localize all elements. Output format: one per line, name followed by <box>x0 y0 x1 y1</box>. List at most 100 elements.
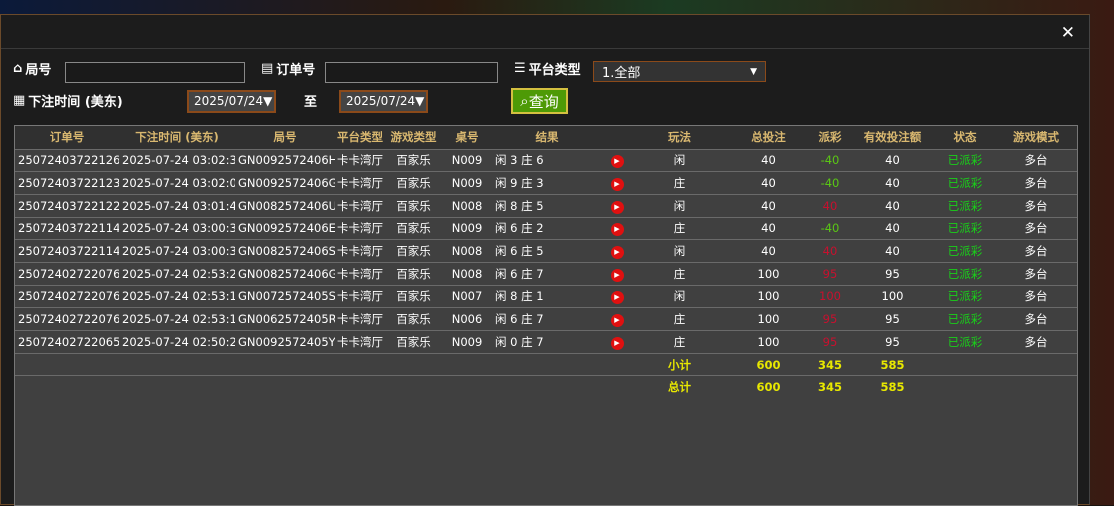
result-cell: 闲 6 庄 7 <box>492 307 602 331</box>
order-no-cell: 250724037221264 <box>15 148 119 172</box>
replay-cell[interactable]: ▶ <box>602 284 632 308</box>
close-icon[interactable]: ✕ <box>1060 23 1075 43</box>
total-bet-cell: 40 <box>727 193 810 218</box>
date-from-select[interactable]: 2025/07/24▼ <box>187 90 276 113</box>
status-cell: 已派彩 <box>935 284 995 308</box>
order-no-cell: 250724027220763 <box>15 284 119 308</box>
play-video-icon[interactable]: ▶ <box>610 155 624 169</box>
table-no-cell: N009 <box>442 216 492 240</box>
summary-cell <box>385 375 442 399</box>
valid-bet-cell: 95 <box>850 307 935 331</box>
column-header: 下注时间 (美东) <box>119 126 235 149</box>
dialog-header: ✕ <box>1 15 1089 49</box>
game-mode-cell: 多台 <box>995 193 1077 218</box>
status-cell: 已派彩 <box>935 193 995 218</box>
game-no-input[interactable] <box>65 62 245 83</box>
summary-cell <box>15 352 119 376</box>
table-row: 250724037221141 2025-07-24 03:00:31 GN0082… <box>15 239 1077 263</box>
game-no-cell: GN0092572406G <box>235 171 335 195</box>
platform-cell: 卡卡湾厅 <box>335 261 385 286</box>
bet-time-cell: 2025-07-24 02:53:16 <box>119 307 235 331</box>
platform-cell: 卡卡湾厅 <box>335 239 385 263</box>
result-cell: 闲 0 庄 7 <box>492 330 602 354</box>
table-row: 250724037221264 2025-07-24 03:02:39 GN0092… <box>15 148 1077 172</box>
game-type-cell: 百家乐 <box>385 261 442 286</box>
payout-cell: 95 <box>810 261 850 286</box>
game-no-cell: GN0092572406H <box>235 148 335 172</box>
platform-select[interactable]: 1.全部 ▼ <box>593 61 766 82</box>
play-type-cell: 庄 <box>632 307 727 331</box>
valid-bet-cell: 40 <box>850 239 935 263</box>
play-video-icon[interactable]: ▶ <box>610 291 624 305</box>
platform-cell: 卡卡湾厅 <box>335 307 385 331</box>
summary-cell <box>995 375 1077 399</box>
game-type-cell: 百家乐 <box>385 171 442 195</box>
game-no-cell: GN0082572406U <box>235 193 335 218</box>
game-type-cell: 百家乐 <box>385 239 442 263</box>
payout-cell: -40 <box>810 171 850 195</box>
summary-cell: 585 <box>850 352 935 376</box>
play-video-icon[interactable]: ▶ <box>610 178 624 192</box>
bet-record-dialog: ✕ ⌂ 局号 ▤ 订单号 ☰ 平台类型 1.全部 ▼ ▦ 下注时间 (美东) 2025/0… <box>0 14 1090 506</box>
table-no-cell: N008 <box>442 261 492 286</box>
query-button[interactable]: ⌕ 查询 <box>511 88 568 114</box>
order-no-input[interactable] <box>325 62 498 83</box>
play-type-cell: 庄 <box>632 330 727 354</box>
play-video-icon[interactable]: ▶ <box>610 246 624 260</box>
column-header: 订单号 <box>15 126 119 149</box>
order-no-label: ▤ 订单号 <box>261 61 316 78</box>
replay-cell[interactable]: ▶ <box>602 330 632 354</box>
play-video-icon[interactable]: ▶ <box>610 336 624 350</box>
calendar-icon: ▦ <box>13 93 26 108</box>
grand-total-row: 总计 600 345 585 <box>15 375 1077 399</box>
clipboard-icon: ▤ <box>261 61 274 76</box>
table-row: 250724037221145 2025-07-24 03:00:33 GN0092… <box>15 216 1077 240</box>
replay-cell[interactable]: ▶ <box>602 239 632 263</box>
order-no-cell: 250724027220764 <box>15 261 119 286</box>
summary-cell <box>935 375 995 399</box>
column-header: 派彩 <box>810 126 850 149</box>
payout-cell: 40 <box>810 239 850 263</box>
summary-cell <box>119 375 235 399</box>
replay-cell[interactable]: ▶ <box>602 307 632 331</box>
replay-cell[interactable]: ▶ <box>602 171 632 195</box>
table-no-cell: N008 <box>442 239 492 263</box>
summary-cell <box>442 352 492 376</box>
play-video-icon[interactable]: ▶ <box>610 223 624 237</box>
date-to-select[interactable]: 2025/07/24▼ <box>339 90 428 113</box>
game-mode-cell: 多台 <box>995 171 1077 195</box>
replay-cell[interactable]: ▶ <box>602 261 632 286</box>
play-video-icon[interactable]: ▶ <box>610 200 624 214</box>
status-cell: 已派彩 <box>935 330 995 354</box>
column-header: 桌号 <box>442 126 492 149</box>
play-video-icon[interactable]: ▶ <box>610 268 624 282</box>
payout-cell: -40 <box>810 148 850 172</box>
platform-cell: 卡卡湾厅 <box>335 171 385 195</box>
valid-bet-cell: 95 <box>850 261 935 286</box>
list-icon: ☰ <box>514 61 526 76</box>
column-header: 局号 <box>235 126 335 149</box>
status-cell: 已派彩 <box>935 261 995 286</box>
column-header: 玩法 <box>632 126 727 149</box>
platform-cell: 卡卡湾厅 <box>335 193 385 218</box>
summary-cell <box>335 352 385 376</box>
replay-cell[interactable]: ▶ <box>602 216 632 240</box>
order-no-cell: 250724037221141 <box>15 239 119 263</box>
game-no-cell: GN0092572406E <box>235 216 335 240</box>
payout-cell: -40 <box>810 216 850 240</box>
replay-cell[interactable]: ▶ <box>602 148 632 172</box>
replay-cell[interactable]: ▶ <box>602 193 632 218</box>
valid-bet-cell: 95 <box>850 330 935 354</box>
game-no-cell: GN0082572406G <box>235 261 335 286</box>
game-mode-cell: 多台 <box>995 261 1077 286</box>
bet-time-cell: 2025-07-24 03:02:39 <box>119 148 235 172</box>
summary-cell: 600 <box>727 352 810 376</box>
column-header: 状态 <box>935 126 995 149</box>
play-type-cell: 庄 <box>632 261 727 286</box>
play-video-icon[interactable]: ▶ <box>610 314 624 328</box>
game-mode-cell: 多台 <box>995 284 1077 308</box>
summary-cell: 345 <box>810 352 850 376</box>
game-type-cell: 百家乐 <box>385 330 442 354</box>
game-mode-cell: 多台 <box>995 239 1077 263</box>
game-mode-cell: 多台 <box>995 330 1077 354</box>
